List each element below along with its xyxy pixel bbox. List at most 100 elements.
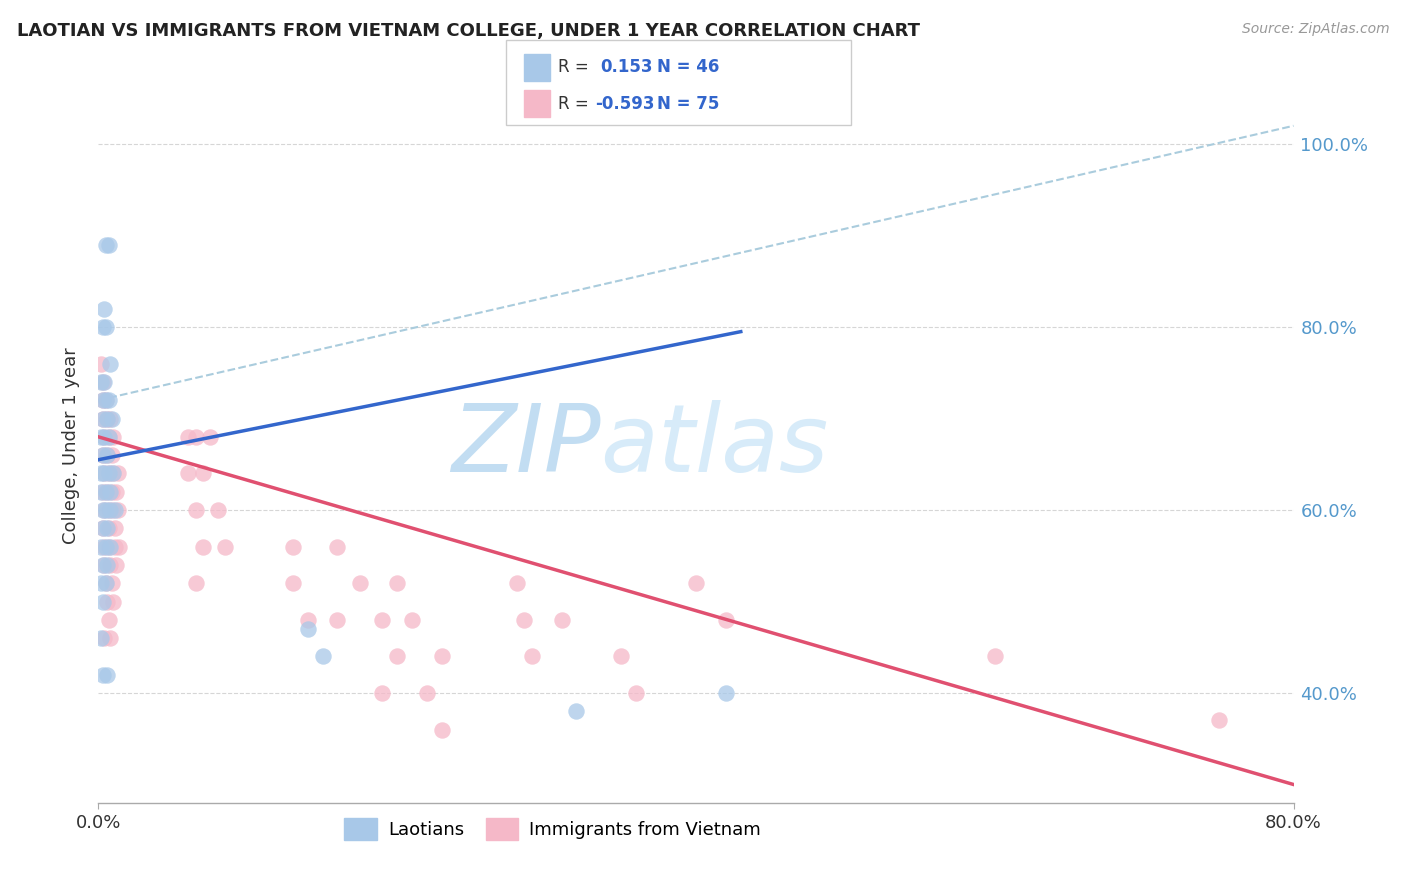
Point: [98, 357, 122, 371]
Point: [349, 576, 371, 591]
Point: [94, 540, 117, 554]
Point: [714, 686, 737, 700]
Point: [297, 613, 319, 627]
Point: [91, 320, 114, 334]
Point: [107, 467, 129, 481]
Point: [103, 503, 125, 517]
Point: [93, 301, 115, 316]
Point: [104, 503, 127, 517]
Point: [90, 540, 112, 554]
Point: [104, 540, 127, 554]
Point: [520, 649, 543, 664]
Text: ZIP: ZIP: [451, 401, 600, 491]
Point: [105, 558, 128, 572]
Point: [214, 540, 236, 554]
Point: [297, 622, 319, 636]
Point: [550, 613, 572, 627]
Point: [91, 448, 114, 462]
Point: [98, 631, 122, 645]
Point: [177, 467, 200, 481]
Text: atlas: atlas: [600, 401, 828, 491]
Point: [371, 686, 394, 700]
Point: [94, 393, 117, 408]
Point: [105, 484, 128, 499]
Point: [93, 430, 115, 444]
Text: LAOTIAN VS IMMIGRANTS FROM VIETNAM COLLEGE, UNDER 1 YEAR CORRELATION CHART: LAOTIAN VS IMMIGRANTS FROM VIETNAM COLLE…: [17, 22, 920, 40]
Point: [191, 467, 214, 481]
Point: [430, 649, 453, 664]
Point: [97, 430, 120, 444]
Point: [430, 723, 453, 737]
Point: [506, 576, 529, 591]
Point: [103, 467, 125, 481]
Point: [416, 686, 439, 700]
Point: [96, 411, 118, 425]
Point: [311, 649, 333, 664]
Point: [90, 631, 112, 645]
Point: [101, 448, 124, 462]
Point: [184, 430, 207, 444]
Point: [91, 667, 114, 681]
Point: [97, 540, 120, 554]
Point: [98, 484, 122, 499]
Point: [93, 467, 115, 481]
Point: [90, 375, 112, 389]
Point: [98, 540, 122, 554]
Point: [97, 503, 120, 517]
Point: [98, 503, 122, 517]
Point: [97, 521, 120, 535]
Point: [97, 393, 120, 408]
Point: [94, 576, 117, 591]
Point: [94, 320, 117, 334]
Text: N = 46: N = 46: [657, 58, 718, 77]
Point: [90, 484, 112, 499]
Point: [98, 411, 122, 425]
Point: [565, 704, 588, 718]
Point: [91, 503, 114, 517]
Point: [93, 558, 115, 572]
Point: [96, 558, 118, 572]
Point: [96, 448, 118, 462]
Point: [401, 613, 423, 627]
Point: [685, 576, 707, 591]
Point: [91, 484, 114, 499]
Point: [93, 540, 115, 554]
Point: [93, 430, 115, 444]
Point: [93, 467, 115, 481]
Point: [101, 411, 124, 425]
Point: [326, 613, 349, 627]
Point: [513, 613, 536, 627]
Point: [96, 594, 118, 608]
Point: [90, 576, 112, 591]
Point: [94, 393, 117, 408]
Point: [108, 540, 131, 554]
Point: [101, 484, 124, 499]
Point: [96, 448, 118, 462]
Point: [107, 503, 129, 517]
Point: [90, 357, 112, 371]
Point: [101, 576, 124, 591]
Point: [177, 430, 200, 444]
Point: [184, 503, 207, 517]
Text: 0.153: 0.153: [600, 58, 652, 77]
Point: [91, 411, 114, 425]
Point: [91, 393, 114, 408]
Point: [96, 521, 118, 535]
Text: R =: R =: [558, 58, 595, 77]
Point: [91, 521, 114, 535]
Point: [90, 430, 112, 444]
Point: [91, 448, 114, 462]
Point: [91, 375, 114, 389]
Point: [326, 540, 349, 554]
Point: [90, 467, 112, 481]
Point: [91, 558, 114, 572]
Point: [97, 467, 120, 481]
Point: [385, 576, 409, 591]
Point: [93, 375, 115, 389]
Point: [97, 237, 120, 252]
Point: [91, 393, 114, 408]
Point: [91, 521, 114, 535]
Point: [91, 594, 114, 608]
Point: [281, 540, 304, 554]
Point: [984, 649, 1007, 664]
